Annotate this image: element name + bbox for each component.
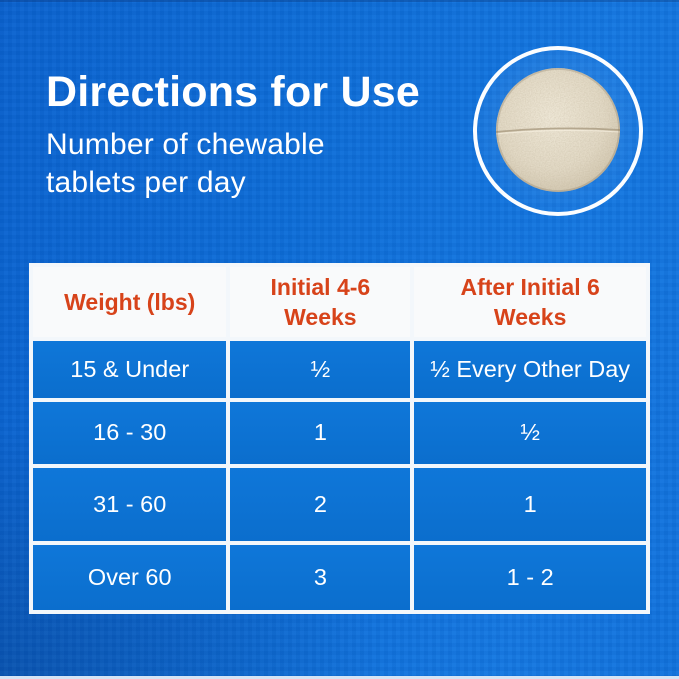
cell-initial-dose: 1 bbox=[226, 397, 415, 468]
table-row: Over 60 3 1 - 2 bbox=[28, 540, 650, 615]
cell-weight-range: 16 - 30 bbox=[28, 397, 231, 468]
chewable-tablet-image bbox=[496, 68, 620, 192]
cell-weight-range: 15 & Under bbox=[28, 337, 231, 402]
table-row: 31 - 60 2 1 bbox=[28, 463, 650, 545]
col-header-initial-weeks: Initial 4-6 Weeks bbox=[226, 263, 415, 341]
cell-after-dose: ½ Every Other Day bbox=[410, 337, 650, 402]
cell-initial-dose: 2 bbox=[226, 463, 415, 545]
cell-weight-range: Over 60 bbox=[28, 540, 231, 615]
cell-initial-dose: 3 bbox=[226, 540, 415, 615]
page-title: Directions for Use bbox=[46, 68, 420, 116]
cell-after-dose: 1 bbox=[410, 463, 650, 545]
cell-after-dose: ½ bbox=[410, 397, 650, 468]
table-header-row: Weight (lbs) Initial 4-6 Weeks After Ini… bbox=[28, 263, 650, 341]
bottom-edge-strip bbox=[0, 676, 679, 679]
tablet-photo-ring bbox=[473, 46, 643, 216]
top-edge-shade bbox=[0, 0, 679, 2]
table-row: 15 & Under ½ ½ Every Other Day bbox=[28, 337, 650, 402]
table-row: 16 - 30 1 ½ bbox=[28, 397, 650, 468]
cell-initial-dose: ½ bbox=[226, 337, 415, 402]
cell-weight-range: 31 - 60 bbox=[28, 463, 231, 545]
cell-after-dose: 1 - 2 bbox=[410, 540, 650, 615]
dosage-table: Weight (lbs) Initial 4-6 Weeks After Ini… bbox=[28, 263, 650, 615]
page-subtitle: Number of chewable tablets per day bbox=[46, 128, 325, 200]
col-header-weight: Weight (lbs) bbox=[28, 263, 231, 341]
col-header-after-initial: After Initial 6 Weeks bbox=[410, 263, 650, 341]
